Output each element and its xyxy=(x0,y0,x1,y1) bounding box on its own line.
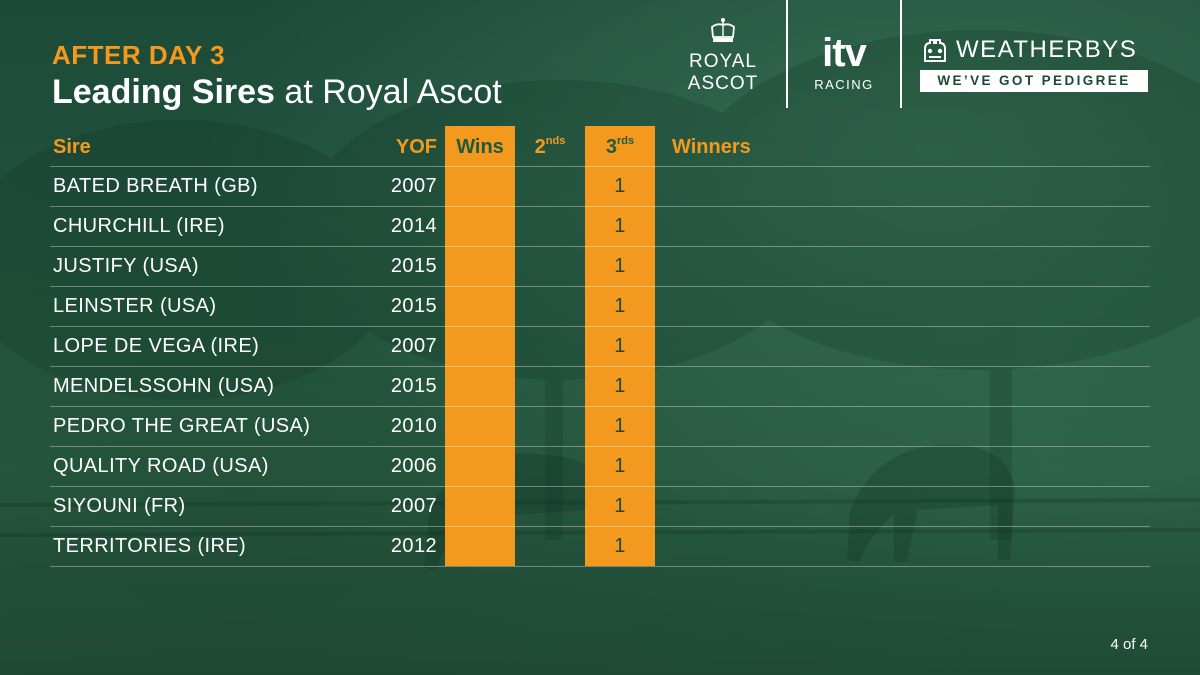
sire-thirds: 1 xyxy=(614,215,626,237)
sire-thirds: 1 xyxy=(614,455,626,477)
sire-thirds: 1 xyxy=(614,415,626,437)
itv-racing-label: RACING xyxy=(814,76,874,92)
row-divider xyxy=(50,446,1150,447)
sire-yof: 2007 xyxy=(390,495,437,517)
title-rest: at Royal Ascot xyxy=(274,73,502,111)
sire-name: PEDRO THE GREAT (USA) xyxy=(53,415,311,437)
sire-thirds: 1 xyxy=(614,375,626,397)
kicker: AFTER DAY 3 xyxy=(52,40,226,70)
header-thirds: 3rds xyxy=(605,135,635,158)
header-seconds: 2nds xyxy=(534,135,566,158)
table-row: JUSTIFY (USA) 2015 1 xyxy=(50,246,1150,286)
sire-yof: 2010 xyxy=(390,415,437,437)
sire-name: QUALITY ROAD (USA) xyxy=(53,455,269,477)
table-row: MENDELSSOHN (USA) 2015 1 xyxy=(50,366,1150,406)
sire-thirds: 1 xyxy=(614,255,626,277)
header-wins: Wins xyxy=(456,136,504,158)
sire-thirds: 1 xyxy=(614,535,626,557)
row-divider xyxy=(50,486,1150,487)
title-bold: Leading Sires xyxy=(52,73,275,111)
weatherbys-name: WEATHERBYS xyxy=(956,36,1138,63)
header-yof: YOF xyxy=(395,136,437,158)
page-title: Leading Sires at Royal Ascot xyxy=(52,73,502,112)
table-row: LEINSTER (USA) 2015 1 xyxy=(50,286,1150,326)
row-divider xyxy=(50,246,1150,247)
table-row: CHURCHILL (IRE) 2014 1 xyxy=(50,206,1150,246)
sire-yof: 2015 xyxy=(390,255,437,277)
crown-icon xyxy=(711,18,735,42)
sire-name: MENDELSSOHN (USA) xyxy=(53,375,275,397)
thirds-column-band xyxy=(585,126,655,566)
sire-name: BATED BREATH (GB) xyxy=(53,175,258,197)
sire-yof: 2015 xyxy=(390,295,437,317)
sponsor-logos: ROYAL ASCOT itv RACING WEATHERBYS WE’VE … xyxy=(678,0,1150,108)
table-row: TERRITORIES (IRE) 2012 1 xyxy=(50,526,1150,566)
logo-divider xyxy=(786,0,788,108)
table-row: LOPE DE VEGA (IRE) 2007 1 xyxy=(50,326,1150,366)
table-row: PEDRO THE GREAT (USA) 2010 1 xyxy=(50,406,1150,446)
weatherbys-tagline: WE’VE GOT PEDIGREE xyxy=(920,70,1148,92)
royal-ascot-line2: ASCOT xyxy=(687,73,759,94)
sire-name: JUSTIFY (USA) xyxy=(53,255,199,277)
wins-column-band xyxy=(445,126,515,566)
row-divider xyxy=(50,166,1150,167)
table-row: QUALITY ROAD (USA) 2006 1 xyxy=(50,446,1150,486)
sire-name: LEINSTER (USA) xyxy=(53,295,217,317)
row-divider xyxy=(50,526,1150,527)
sire-name: SIYOUNI (FR) xyxy=(53,495,186,517)
row-divider xyxy=(50,566,1150,567)
sire-name: TERRITORIES (IRE) xyxy=(53,535,247,557)
itv-racing-logo: itv RACING xyxy=(806,17,882,92)
table-row: SIYOUNI (FR) 2007 1 xyxy=(50,486,1150,526)
row-divider xyxy=(50,326,1150,327)
row-divider xyxy=(50,206,1150,207)
row-divider xyxy=(50,286,1150,287)
row-divider xyxy=(50,366,1150,367)
sire-thirds: 1 xyxy=(614,295,626,317)
sire-yof: 2007 xyxy=(390,335,437,357)
header: AFTER DAY 3 Leading Sires at Royal Ascot xyxy=(52,40,502,112)
header-winners: Winners xyxy=(672,136,751,158)
royal-ascot-logo: ROYAL ASCOT xyxy=(678,13,768,95)
row-divider xyxy=(50,406,1150,407)
sire-yof: 2015 xyxy=(390,375,437,397)
sire-thirds: 1 xyxy=(614,335,626,357)
royal-ascot-line1: ROYAL xyxy=(688,51,757,72)
sires-table: Sire YOF Wins 2nds 3rds Winners BATED BR… xyxy=(50,126,1150,567)
itv-wordmark: itv xyxy=(822,30,867,75)
sire-yof: 2012 xyxy=(390,535,437,557)
sire-yof: 2006 xyxy=(390,455,437,477)
sire-name: LOPE DE VEGA (IRE) xyxy=(53,335,260,357)
sire-thirds: 1 xyxy=(614,175,626,197)
sire-yof: 2014 xyxy=(390,215,437,237)
sire-name: CHURCHILL (IRE) xyxy=(53,215,225,237)
header-sire: Sire xyxy=(53,136,91,158)
weatherbys-crest-icon xyxy=(924,39,946,62)
logo-divider xyxy=(900,0,902,108)
table-row: BATED BREATH (GB) 2007 1 xyxy=(50,166,1150,206)
sire-yof: 2007 xyxy=(390,175,437,197)
sire-thirds: 1 xyxy=(614,495,626,517)
weatherbys-logo: WEATHERBYS WE’VE GOT PEDIGREE xyxy=(920,16,1150,92)
page-indicator: 4 of 4 xyxy=(1110,636,1148,653)
